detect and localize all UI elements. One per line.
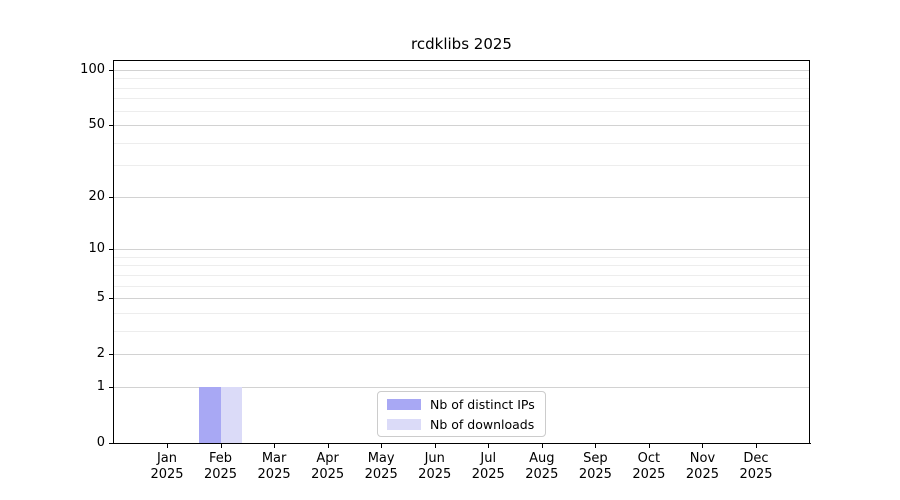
x-axis-tick-label: Jul 2025 xyxy=(471,451,505,482)
x-axis-tick xyxy=(541,444,543,448)
y-axis-tick xyxy=(109,354,113,356)
x-axis-tick-label: Apr 2025 xyxy=(311,451,345,482)
y-axis-tick-label: 5 xyxy=(96,290,105,306)
x-axis-tick xyxy=(220,444,222,448)
gridline-minor xyxy=(113,330,810,332)
gridline-minor xyxy=(113,78,810,80)
legend-label: Nb of downloads xyxy=(430,416,535,432)
x-axis-tick xyxy=(327,444,329,448)
legend: Nb of distinct IPs Nb of downloads xyxy=(377,391,546,437)
x-axis-tick xyxy=(488,444,490,448)
axis-spine-top xyxy=(113,60,810,61)
x-axis-tick xyxy=(167,444,168,448)
gridline-minor xyxy=(113,274,810,276)
plot-area xyxy=(113,60,810,443)
x-axis-tick-label: Mar 2025 xyxy=(257,451,291,482)
x-axis-tick xyxy=(756,444,757,448)
gridline-minor xyxy=(113,110,810,112)
x-axis-tick xyxy=(381,444,383,448)
x-axis-tick-label: May 2025 xyxy=(364,451,398,482)
x-axis-tick xyxy=(434,444,436,448)
x-axis-tick-label: Jun 2025 xyxy=(418,451,452,482)
legend-entry: Nb of downloads xyxy=(387,414,536,434)
axis-spine-right xyxy=(809,60,810,444)
legend-label: Nb of distinct IPs xyxy=(430,396,535,412)
axis-spine-bottom xyxy=(113,443,811,444)
chart-title: rcdklibs 2025 xyxy=(411,35,512,53)
legend-entry: Nb of distinct IPs xyxy=(387,394,536,414)
legend-swatch xyxy=(387,398,421,410)
gridline-major xyxy=(113,125,810,127)
x-axis-tick xyxy=(274,444,276,448)
gridline-minor xyxy=(113,256,810,258)
x-axis-tick-label: Feb 2025 xyxy=(203,451,238,482)
gridline-major xyxy=(113,70,810,71)
gridline-minor xyxy=(113,312,810,314)
legend-swatch xyxy=(387,418,421,430)
x-axis-tick-label: Jan 2025 xyxy=(150,451,184,482)
y-axis-tick xyxy=(109,196,113,198)
x-axis-tick-label: Sep 2025 xyxy=(578,451,612,482)
y-axis-tick xyxy=(109,70,113,71)
x-axis-tick-label: Oct 2025 xyxy=(632,451,666,482)
y-axis-tick xyxy=(109,443,113,444)
gridline-minor xyxy=(113,142,810,144)
gridline-major xyxy=(113,249,810,251)
y-axis-tick-label: 2 xyxy=(96,346,105,362)
y-axis-tick xyxy=(109,125,113,127)
y-axis-tick-label: 100 xyxy=(80,62,105,77)
x-axis-tick xyxy=(595,444,597,448)
gridline-minor xyxy=(113,98,810,100)
x-axis-tick-label: Dec 2025 xyxy=(739,451,773,482)
x-axis-tick xyxy=(648,444,650,448)
y-axis-tick xyxy=(109,298,113,300)
bar-downloads xyxy=(220,386,243,443)
bar-distinct-ips xyxy=(199,386,221,443)
y-axis-tick-label: 0 xyxy=(96,435,105,450)
y-axis-tick xyxy=(109,386,113,388)
gridline-minor xyxy=(113,265,810,267)
gridline-major xyxy=(113,386,810,388)
x-axis-tick xyxy=(702,444,704,448)
y-axis-tick-label: 20 xyxy=(88,188,105,204)
y-axis-tick-label: 10 xyxy=(88,241,105,257)
y-axis-tick-label: 1 xyxy=(96,378,105,394)
gridline-minor xyxy=(113,285,810,287)
y-axis-tick-label: 50 xyxy=(88,117,105,133)
gridline-minor xyxy=(113,87,810,89)
gridline-major xyxy=(113,298,810,300)
y-axis-tick xyxy=(109,249,113,251)
x-axis-tick-label: Aug 2025 xyxy=(525,451,559,482)
gridline-major xyxy=(113,354,810,356)
axis-spine-left xyxy=(113,60,114,444)
gridline-minor xyxy=(113,165,810,167)
gridline-major xyxy=(113,196,810,198)
x-axis-tick-label: Nov 2025 xyxy=(685,451,719,482)
